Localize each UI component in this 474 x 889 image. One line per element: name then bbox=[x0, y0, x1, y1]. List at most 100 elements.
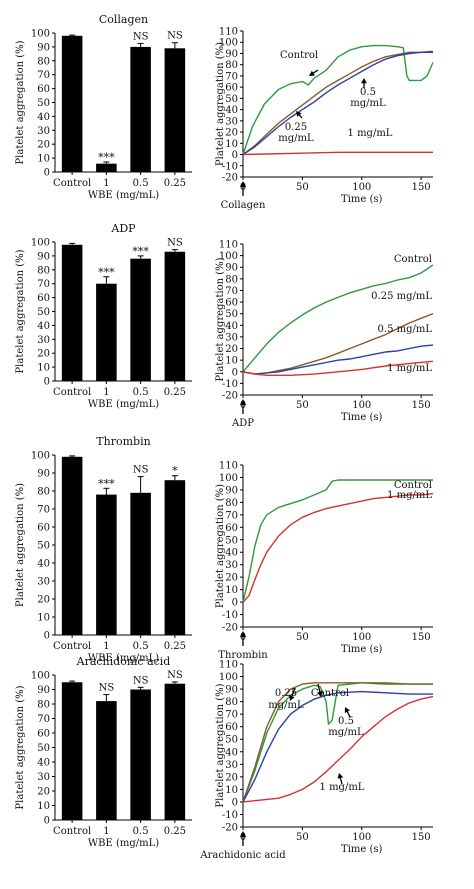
series-line bbox=[242, 493, 434, 603]
y-tick-label: 60 bbox=[225, 298, 238, 309]
curve-label: 1 mg/mL bbox=[320, 782, 365, 793]
y-tick-label: 10 bbox=[225, 356, 238, 367]
y-tick-label: 80 bbox=[225, 498, 238, 509]
series-line bbox=[242, 682, 433, 803]
y-tick-label: 0 bbox=[44, 168, 50, 179]
y-tick-label: 20 bbox=[37, 595, 50, 606]
y-tick-label: 20 bbox=[37, 140, 50, 151]
significance-label: *** bbox=[98, 266, 115, 279]
y-tick-label: 10 bbox=[37, 363, 50, 374]
x-tick-label: Control bbox=[53, 178, 91, 189]
y-tick-label: 20 bbox=[225, 573, 238, 584]
curve-label: 1 mg/mL bbox=[387, 363, 432, 374]
y-tick-label: 60 bbox=[37, 84, 50, 95]
y-tick-label: -20 bbox=[222, 391, 238, 402]
y-tick-label: 30 bbox=[37, 335, 50, 346]
y-tick-label: 60 bbox=[225, 83, 238, 94]
series-line bbox=[242, 50, 434, 156]
significance-label: NS bbox=[133, 675, 149, 686]
chart-title: ADP bbox=[110, 222, 136, 235]
agonist-arrowhead bbox=[240, 399, 246, 405]
y-tick-label: 100 bbox=[219, 38, 238, 49]
y-tick-label: 30 bbox=[225, 760, 238, 771]
agonist-label: Arachidonic acid bbox=[199, 850, 286, 861]
curve-label: 0.5 bbox=[360, 87, 376, 98]
y-tick-label: 40 bbox=[225, 548, 238, 559]
y-tick-label: 40 bbox=[37, 321, 50, 332]
y-tick-label: 0 bbox=[232, 367, 238, 378]
pointer-arrowhead bbox=[317, 691, 323, 697]
y-tick-label: 30 bbox=[37, 577, 50, 588]
y-tick-label: 0 bbox=[232, 598, 238, 609]
y-tick-label: 0 bbox=[44, 816, 50, 827]
y-tick-label: 30 bbox=[225, 332, 238, 343]
x-axis-label: Time (s) bbox=[341, 644, 382, 655]
y-tick-label: 10 bbox=[225, 585, 238, 596]
bar bbox=[130, 46, 151, 172]
agonist-arrowhead bbox=[240, 631, 246, 637]
y-tick-label: 30 bbox=[225, 560, 238, 571]
bar-chart-0: Collagen 0 10 20 30 40 50 60 70 80 90 100 Control 1 **… bbox=[15, 13, 192, 201]
y-axis-label: Platelet aggregation (%) bbox=[15, 40, 26, 164]
curve-label: 1 mg/mL bbox=[348, 128, 393, 139]
x-tick-label: 150 bbox=[412, 182, 431, 193]
y-axis-label: Platelet aggregation (%) bbox=[215, 484, 226, 608]
y-tick-label: 110 bbox=[219, 240, 238, 251]
x-axis-label: WBE (mg/mL) bbox=[88, 653, 159, 664]
series-line bbox=[242, 690, 433, 803]
y-tick-label: 50 bbox=[37, 541, 50, 552]
y-tick-label: 70 bbox=[225, 710, 238, 721]
curve-label: 0.5 bbox=[338, 716, 354, 727]
x-tick-label: 50 bbox=[296, 182, 309, 193]
y-tick-label: 80 bbox=[225, 60, 238, 71]
y-tick-label: 70 bbox=[37, 279, 50, 290]
x-axis-label: WBE (mg/mL) bbox=[88, 399, 159, 410]
y-tick-label: 80 bbox=[37, 56, 50, 67]
x-tick-label: 150 bbox=[412, 632, 431, 643]
y-tick-label: 50 bbox=[225, 735, 238, 746]
curve-label: Control bbox=[394, 254, 432, 265]
y-tick-label: 110 bbox=[219, 461, 238, 472]
y-tick-label: 70 bbox=[37, 714, 50, 725]
agonist-label: ADP bbox=[231, 418, 254, 429]
y-tick-label: 100 bbox=[219, 473, 238, 484]
y-axis-label: Platelet aggregation (%) bbox=[215, 683, 226, 807]
y-tick-label: 0 bbox=[232, 797, 238, 808]
significance-label: NS bbox=[133, 465, 149, 476]
line-chart-2: -20-100102030405060708090100110050100150… bbox=[215, 461, 434, 661]
series-line bbox=[242, 151, 433, 156]
bar-chart-3: Arachidonic acid 0 10 20 30 40 50 60 70 80 90 100 Co… bbox=[15, 655, 192, 849]
y-tick-label: 80 bbox=[225, 697, 238, 708]
y-tick-label: -10 bbox=[222, 610, 238, 621]
bar bbox=[130, 258, 151, 381]
y-tick-label: 10 bbox=[37, 154, 50, 165]
bar bbox=[61, 682, 83, 820]
series-line bbox=[242, 360, 434, 376]
x-tick-label: 50 bbox=[296, 400, 309, 411]
significance-label: *** bbox=[98, 477, 115, 490]
x-axis-label: Time (s) bbox=[341, 194, 382, 205]
y-tick-label: -10 bbox=[222, 810, 238, 821]
y-tick-label: 100 bbox=[31, 451, 50, 462]
line-chart-1: -20-100102030405060708090100110050100150… bbox=[215, 240, 434, 429]
curve-label: mg/mL bbox=[268, 700, 304, 711]
x-tick-label: 100 bbox=[352, 632, 371, 643]
y-tick-label: 90 bbox=[225, 263, 238, 274]
x-tick-label: 150 bbox=[412, 400, 431, 411]
y-tick-label: 20 bbox=[225, 344, 238, 355]
y-tick-label: 0 bbox=[44, 377, 50, 388]
curve-label: Control bbox=[280, 50, 318, 61]
significance-label: NS bbox=[167, 670, 183, 681]
y-tick-label: 90 bbox=[225, 685, 238, 696]
y-tick-label: 100 bbox=[31, 29, 50, 40]
y-tick-label: 90 bbox=[37, 251, 50, 262]
series-line bbox=[242, 44, 434, 155]
x-tick-label: 100 bbox=[352, 832, 371, 843]
significance-label: NS bbox=[99, 683, 115, 694]
curve-label: 0.25 bbox=[285, 122, 307, 133]
y-tick-label: 60 bbox=[225, 722, 238, 733]
x-tick-label: 0.5 bbox=[133, 178, 149, 189]
x-tick-label: Control bbox=[53, 641, 91, 652]
y-tick-label: 90 bbox=[225, 49, 238, 60]
